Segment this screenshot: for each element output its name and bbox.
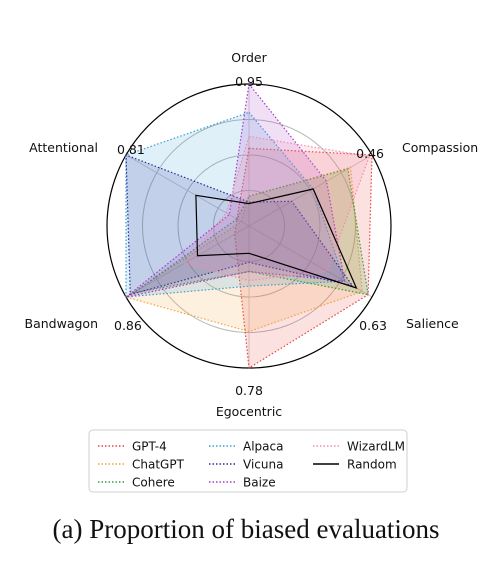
- legend-label-baize: Baize: [243, 476, 276, 490]
- axis-label-egocentric: Egocentric: [216, 404, 282, 419]
- legend-label-chatgpt: ChatGPT: [132, 458, 185, 472]
- axis-max-label-egocentric: 0.78: [235, 383, 263, 398]
- legend-label-vicuna: Vicuna: [243, 458, 283, 472]
- legend-label-random: Random: [347, 458, 397, 472]
- legend-label-cohere: Cohere: [132, 476, 175, 490]
- axis-label-attentional: Attentional: [29, 140, 98, 155]
- axis-max-label-salience: 0.63: [359, 318, 387, 333]
- legend-label-alpaca: Alpaca: [243, 440, 283, 454]
- legend-label-gpt-4: GPT-4: [132, 440, 167, 454]
- radar-chart: Order 0.95 Compassion 0.46 Salience 0.63 Egoce…: [0, 0, 492, 514]
- axis-label-bandwagon: Bandwagon: [25, 316, 98, 331]
- axis-max-label-bandwagon: 0.86: [114, 318, 142, 333]
- legend-label-wizardlm: WizardLM: [347, 440, 405, 454]
- axis-max-label-order: 0.95: [235, 74, 263, 89]
- series-polygons: [126, 84, 372, 368]
- axis-label-order: Order: [231, 50, 267, 65]
- axis-max-label-attentional: 0.81: [117, 142, 145, 157]
- axis-max-label-compassion: 0.46: [356, 146, 384, 161]
- figure-caption: (a) Proportion of biased evaluations: [0, 514, 492, 545]
- axis-label-salience: Salience: [406, 316, 459, 331]
- legend: GPT-4 ChatGPT Cohere Alpaca Vicuna Baize Wizar…: [89, 430, 407, 492]
- axis-label-compassion: Compassion: [402, 140, 478, 155]
